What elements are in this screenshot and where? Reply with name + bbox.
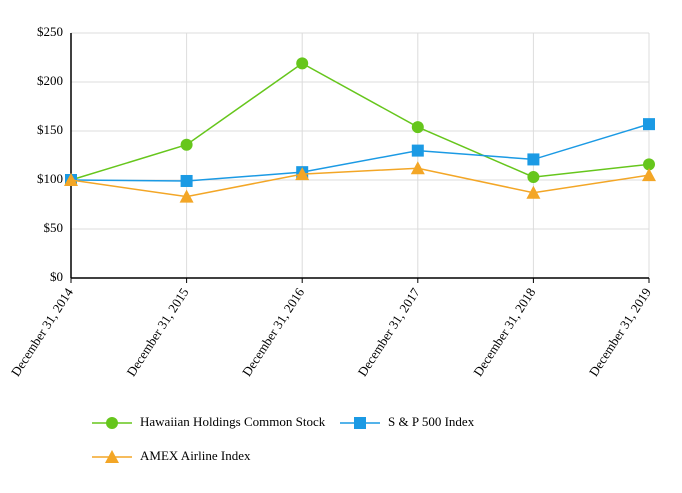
y-tick-label: $200	[37, 73, 63, 88]
x-tick-label: December 31, 2015	[123, 285, 191, 379]
x-tick-label: December 31, 2014	[8, 285, 76, 379]
legend-label: AMEX Airline Index	[140, 448, 251, 463]
data-point	[411, 144, 424, 157]
data-point	[295, 167, 310, 181]
data-point	[643, 118, 655, 131]
data-point	[180, 174, 193, 187]
legend-label: S & P 500 Index	[388, 414, 475, 429]
legend-marker	[354, 417, 366, 429]
x-tick-label: December 31, 2016	[239, 285, 307, 379]
y-tick-label: $50	[44, 220, 64, 235]
y-tick-label: $0	[50, 269, 63, 284]
data-point	[526, 185, 541, 199]
data-point	[642, 168, 656, 182]
data-point	[179, 189, 194, 203]
y-tick-label: $150	[37, 122, 63, 137]
data-point	[296, 57, 309, 70]
data-point	[64, 173, 78, 186]
x-tick-label: December 31, 2017	[355, 285, 423, 379]
x-tick-label: December 31, 2018	[470, 285, 538, 379]
data-point	[643, 158, 655, 171]
x-tick-label: December 31, 2019	[586, 285, 654, 379]
data-point	[410, 161, 425, 175]
series-line	[70, 62, 650, 181]
series-line	[70, 123, 650, 182]
data-point	[411, 121, 424, 134]
data-point	[180, 138, 193, 151]
series-line	[70, 167, 650, 198]
data-point	[527, 171, 540, 184]
y-tick-label: $250	[37, 24, 63, 39]
legend-label: Hawaiian Holdings Common Stock	[140, 414, 326, 429]
data-point	[527, 153, 540, 166]
y-tick-label: $100	[37, 171, 63, 186]
legend-marker	[105, 450, 119, 463]
legend-marker	[106, 417, 118, 429]
